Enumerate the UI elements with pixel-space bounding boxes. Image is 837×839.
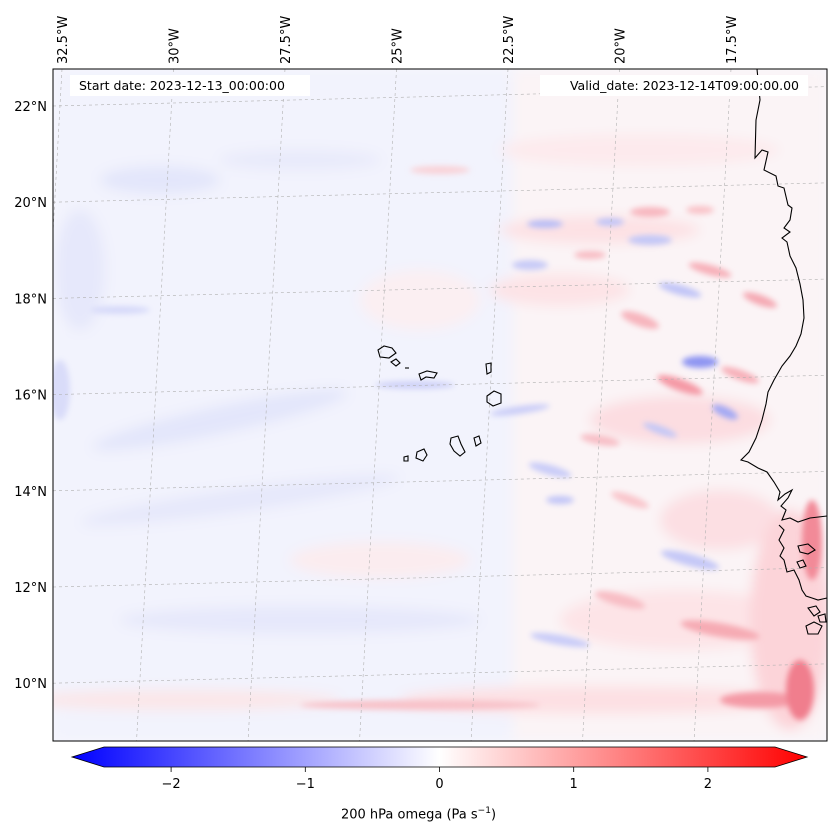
colorbar: −2 −1 0 1 2 [70,746,809,792]
island-brava [403,455,409,462]
longitude-tick-label: 25°W [391,28,406,64]
meridian-line [359,69,397,741]
island-fogo [415,448,428,462]
colorbar-title: 200 hPa omega (Pa s−1) [340,806,497,823]
meridian-line [247,69,286,741]
longitude-tick-label: 20°W [614,28,629,64]
island-santo-antao [377,345,397,359]
latitude-tick-label: 10°N [14,677,47,692]
longitude-tick-label: 22.5°W [502,16,517,64]
island-sal [485,362,492,375]
island-santiago [449,435,466,457]
island-boa-vista [486,390,502,407]
island-sao-nicolau [418,370,438,381]
cabo-verde-islands [377,345,502,462]
colorbar-tick-label: 0 [435,777,443,792]
latitude-tick-label: 16°N [14,389,47,404]
latitude-tick-label: 18°N [14,292,47,307]
colorbar-tick-label: 1 [570,777,578,792]
latitude-tick-label: 12°N [14,581,47,596]
longitude-tick-label: 17.5°W [725,16,740,64]
colorbar-tick-label: 2 [704,777,712,792]
longitude-tick-labels: 32.5°W 30°W 27.5°W 25°W 22.5°W 20°W 17.5°W [56,16,740,64]
longitude-tick-label: 30°W [168,28,183,64]
start-date-label: Start date: 2023-12-13_00:00:00 [79,78,285,93]
omega-field [53,69,827,741]
meridian-line [582,69,620,741]
african-coastline [739,68,828,635]
map-frame [52,68,828,742]
colorbar-tick-label: −1 [296,777,315,792]
latitude-tick-labels: 22°N 20°N 18°N 16°N 14°N 12°N 10°N [14,100,47,692]
longitude-tick-label: 32.5°W [56,16,71,64]
latitude-tick-label: 22°N [14,100,47,115]
gridlines [53,69,827,741]
meridian-line [470,69,509,741]
longitude-tick-label: 27.5°W [279,16,294,64]
valid-date-label: Valid_date: 2023-12-14T09:00:00.00 [570,78,799,93]
colorbar-body [70,746,809,768]
latitude-tick-label: 20°N [14,196,47,211]
meridian-line [136,69,174,741]
island-maio [473,435,482,447]
latitude-tick-label: 14°N [14,485,47,500]
island-sao-vicente [390,358,401,367]
map-panel: Start date: 2023-12-13_00:00:00 Valid_da… [52,68,828,742]
meridian-line [693,69,732,741]
colorbar-tick-label: −2 [162,777,181,792]
